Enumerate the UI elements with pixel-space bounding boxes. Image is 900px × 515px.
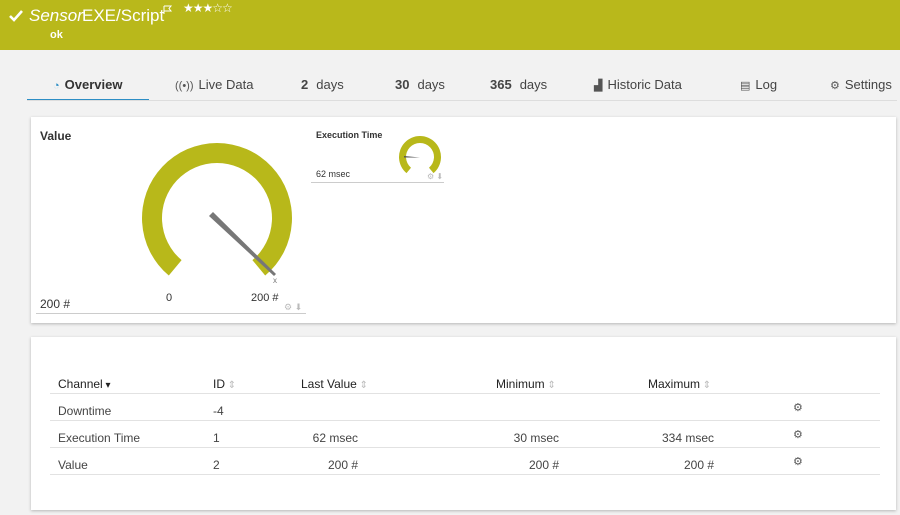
tab-number: 2: [301, 77, 309, 92]
cell: Downtime: [58, 404, 112, 418]
tab[interactable]: 2 days: [301, 77, 344, 92]
channel-panel: [31, 337, 896, 510]
row-settings-icon[interactable]: ⚙: [793, 456, 803, 468]
column-header[interactable]: ID ⇕: [213, 377, 237, 391]
flag-icon[interactable]: [163, 5, 173, 15]
value-gauge: x: [142, 143, 293, 285]
status-text: ok: [50, 29, 63, 41]
cell: 200 #: [327, 458, 358, 472]
cell: -4: [213, 404, 224, 418]
cell: 334 msec: [661, 431, 714, 445]
tab[interactable]: 30 days: [395, 77, 445, 92]
column-header[interactable]: Last Value ⇕: [301, 377, 368, 391]
sort-icon[interactable]: ⇕: [544, 380, 556, 391]
tab-label: days: [519, 77, 548, 92]
cell: 30 msec: [513, 431, 559, 445]
row-rule: [50, 474, 880, 475]
sort-icon[interactable]: ▾: [102, 380, 111, 391]
tab[interactable]: ((•)) Live Data: [175, 77, 253, 92]
sort-icon[interactable]: ⇕: [356, 380, 368, 391]
gauge-reading: 62 msec: [316, 169, 351, 179]
sort-icon[interactable]: ⇕: [700, 380, 712, 391]
gauge-title: Value: [40, 129, 72, 143]
tab[interactable]: ▤ Log: [740, 77, 777, 92]
tab-icon: ▟: [594, 80, 603, 92]
column-header[interactable]: Minimum ⇕: [496, 377, 556, 391]
gauge-max-label: 200 #: [251, 292, 279, 304]
tab-label: Settings: [844, 77, 892, 92]
exec-gauge: [399, 136, 441, 174]
tab-label: Overview: [64, 77, 123, 92]
sort-icon[interactable]: ⇕: [225, 380, 237, 391]
tab-icon: ◔: [53, 80, 60, 92]
tab-icon: ((•)): [175, 80, 194, 92]
gauge-tools[interactable]: ⚙ ⬇: [427, 172, 444, 181]
row-settings-icon[interactable]: ⚙: [793, 402, 803, 414]
tab-number: 365: [490, 77, 512, 92]
svg-text:x: x: [273, 276, 277, 285]
tab-label: Log: [755, 77, 778, 92]
tab-label: Live Data: [198, 77, 254, 92]
header-bar: Sensor EXE/Script ★★★☆☆ ok: [0, 0, 900, 50]
tab[interactable]: ◔ Overview: [53, 77, 122, 92]
row-settings-icon[interactable]: ⚙: [793, 429, 803, 441]
tab-label: days: [417, 77, 445, 92]
row-rule: [50, 447, 880, 448]
column-header[interactable]: Channel ▾: [58, 377, 111, 391]
cell: 62 msec: [312, 431, 358, 445]
gauge-title: Execution Time: [316, 130, 383, 140]
tab-divider: [27, 100, 897, 101]
tab-icon: ▤: [740, 80, 751, 92]
cell: 200 #: [528, 458, 559, 472]
gauge-tools[interactable]: ⚙ ⬇: [284, 302, 303, 312]
tab-label: Historic Data: [607, 77, 682, 92]
tab-label: days: [316, 77, 344, 92]
gauge-panel: [31, 117, 896, 323]
cell: 200 #: [683, 458, 714, 472]
row-rule: [50, 420, 880, 421]
gauge-min-label: 0: [166, 292, 173, 304]
tab-number: 30: [395, 77, 410, 92]
cell: Value: [58, 458, 88, 472]
check-icon: [9, 10, 23, 22]
gauge-rule: [36, 313, 306, 314]
cell: Execution Time: [58, 431, 141, 445]
cell: 2: [213, 458, 220, 472]
sensor-name: EXE/Script: [82, 6, 165, 25]
tab[interactable]: 365 days: [490, 77, 547, 92]
priority-stars[interactable]: ★★★☆☆: [183, 1, 233, 15]
gauge-reading: 200 #: [40, 297, 71, 311]
row-rule: [50, 393, 880, 394]
tab[interactable]: ▟ Historic Data: [594, 77, 682, 92]
tab-icon: ⚙: [830, 80, 840, 92]
gauge-rule: [311, 182, 444, 183]
column-header[interactable]: Maximum ⇕: [648, 377, 712, 391]
cell: 1: [213, 431, 220, 445]
sensor-label: Sensor: [29, 6, 83, 25]
tab[interactable]: ⚙ Settings: [830, 77, 892, 92]
